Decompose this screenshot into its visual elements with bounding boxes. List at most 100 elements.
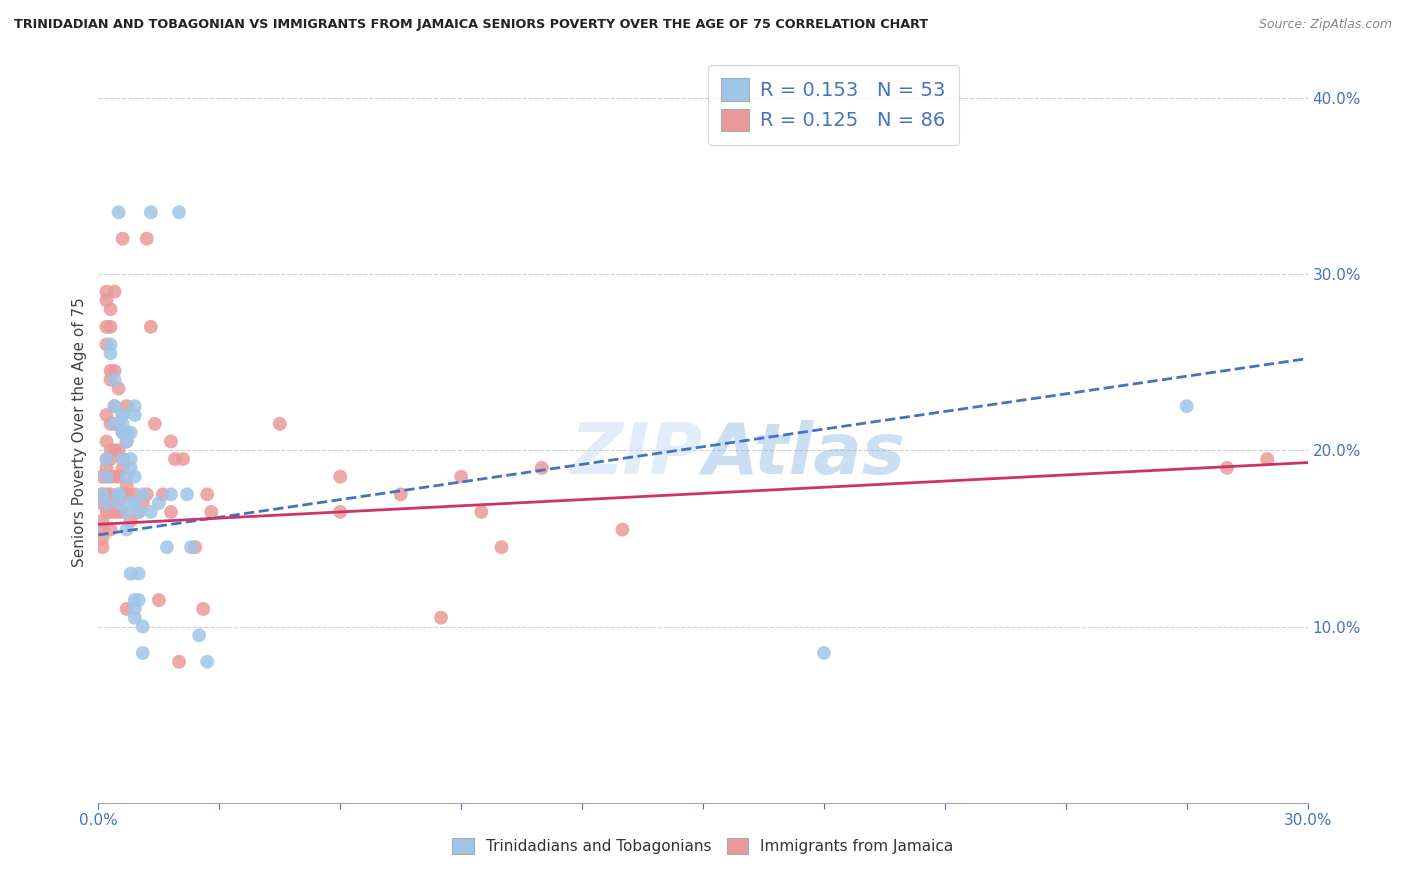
Point — [100, 443, 122, 458]
Point — [329, 505, 352, 519]
Point — [96, 496, 118, 510]
Point — [132, 496, 155, 510]
Point — [167, 655, 190, 669]
Point — [100, 373, 122, 387]
Point — [139, 505, 162, 519]
Point — [450, 469, 472, 483]
Point — [115, 523, 138, 537]
Point — [143, 417, 166, 431]
Point — [156, 540, 179, 554]
Point — [91, 532, 114, 546]
Point — [128, 566, 150, 581]
Point — [96, 408, 118, 422]
Y-axis label: Seniors Poverty Over the Age of 75: Seniors Poverty Over the Age of 75 — [72, 298, 87, 567]
Point — [1256, 452, 1278, 467]
Point — [103, 443, 125, 458]
Point — [128, 505, 150, 519]
Point — [115, 487, 138, 501]
Point — [96, 434, 118, 449]
Point — [470, 505, 492, 519]
Point — [103, 469, 125, 483]
Point — [103, 285, 125, 299]
Point — [180, 540, 202, 554]
Point — [124, 602, 146, 616]
Point — [96, 337, 118, 351]
Point — [148, 593, 170, 607]
Point — [612, 523, 634, 537]
Point — [111, 505, 134, 519]
Point — [430, 610, 453, 624]
Point — [160, 434, 183, 449]
Point — [120, 566, 142, 581]
Point — [91, 469, 114, 483]
Point — [107, 487, 129, 501]
Point — [132, 619, 155, 633]
Point — [115, 505, 138, 519]
Point — [148, 496, 170, 510]
Point — [107, 505, 129, 519]
Point — [120, 425, 142, 440]
Text: TRINIDADIAN AND TOBAGONIAN VS IMMIGRANTS FROM JAMAICA SENIORS POVERTY OVER THE A: TRINIDADIAN AND TOBAGONIAN VS IMMIGRANTS… — [14, 18, 928, 31]
Point — [329, 469, 352, 483]
Point — [135, 487, 157, 501]
Point — [115, 469, 138, 483]
Point — [96, 285, 118, 299]
Point — [132, 646, 155, 660]
Point — [103, 505, 125, 519]
Point — [167, 205, 190, 219]
Point — [1175, 399, 1198, 413]
Point — [160, 487, 183, 501]
Point — [124, 408, 146, 422]
Point — [107, 487, 129, 501]
Point — [111, 417, 134, 431]
Point — [107, 496, 129, 510]
Point — [188, 628, 211, 642]
Point — [96, 452, 118, 467]
Point — [107, 205, 129, 219]
Point — [100, 469, 122, 483]
Point — [111, 408, 134, 422]
Point — [111, 425, 134, 440]
Point — [124, 496, 146, 510]
Point — [139, 205, 162, 219]
Point — [115, 478, 138, 492]
Point — [103, 417, 125, 431]
Point — [111, 461, 134, 475]
Point — [103, 399, 125, 413]
Point — [172, 452, 194, 467]
Point — [124, 469, 146, 483]
Point — [115, 434, 138, 449]
Point — [100, 523, 122, 537]
Point — [111, 408, 134, 422]
Point — [115, 425, 138, 440]
Point — [120, 514, 142, 528]
Point — [107, 417, 129, 431]
Point — [96, 496, 118, 510]
Point — [91, 540, 114, 554]
Point — [91, 514, 114, 528]
Point — [103, 496, 125, 510]
Point — [111, 425, 134, 440]
Point — [120, 496, 142, 510]
Point — [530, 461, 553, 475]
Point — [128, 505, 150, 519]
Point — [96, 319, 118, 334]
Point — [115, 602, 138, 616]
Point — [1216, 461, 1239, 475]
Point — [176, 487, 198, 501]
Point — [91, 487, 114, 501]
Point — [91, 487, 114, 501]
Point — [135, 232, 157, 246]
Point — [152, 487, 174, 501]
Point — [100, 337, 122, 351]
Point — [139, 319, 162, 334]
Point — [200, 505, 222, 519]
Point — [107, 443, 129, 458]
Legend: Trinidadians and Tobagonians, Immigrants from Jamaica: Trinidadians and Tobagonians, Immigrants… — [444, 830, 962, 862]
Point — [100, 505, 122, 519]
Point — [107, 469, 129, 483]
Point — [100, 364, 122, 378]
Point — [389, 487, 412, 501]
Point — [100, 487, 122, 501]
Point — [115, 434, 138, 449]
